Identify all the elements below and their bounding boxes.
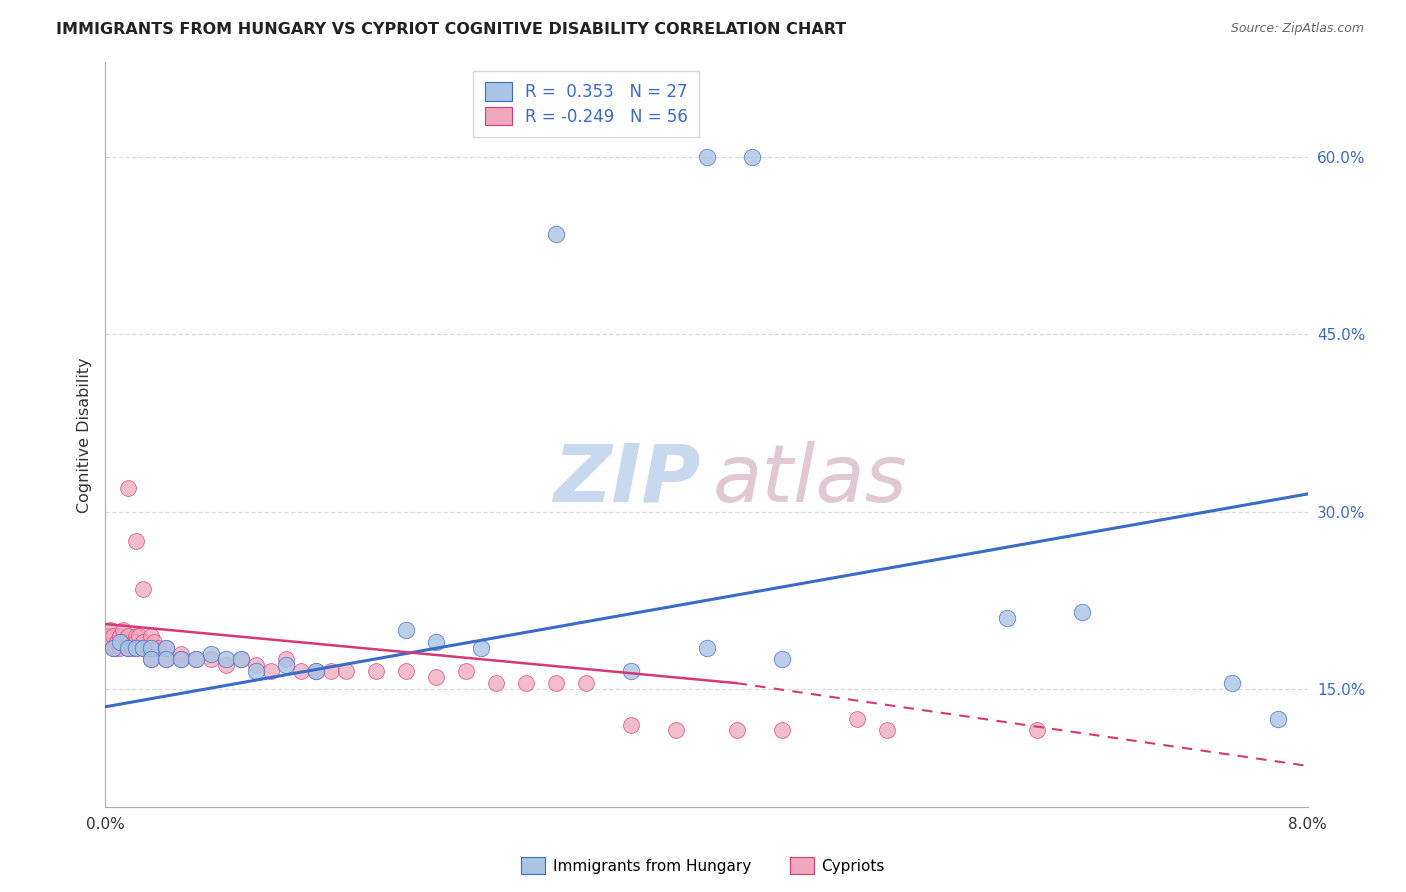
Point <box>454 665 477 679</box>
Point <box>184 652 207 666</box>
Point <box>485 676 508 690</box>
Point <box>132 634 155 648</box>
Point <box>117 629 139 643</box>
Point <box>142 634 165 648</box>
Point <box>741 150 763 164</box>
Point <box>274 658 297 673</box>
Point <box>97 629 120 643</box>
Point <box>101 640 124 655</box>
Point <box>245 665 267 679</box>
Point <box>139 629 162 643</box>
Point <box>184 652 207 666</box>
Point <box>155 652 177 666</box>
Point <box>290 665 312 679</box>
Point <box>319 665 342 679</box>
Point <box>546 227 568 241</box>
Y-axis label: Cognitive Disability: Cognitive Disability <box>76 357 91 513</box>
Point <box>335 665 357 679</box>
Point <box>1267 712 1289 726</box>
Point <box>845 712 868 726</box>
Point <box>146 640 169 655</box>
Point <box>1222 676 1244 690</box>
Point <box>515 676 537 690</box>
Point <box>117 640 139 655</box>
Point <box>124 640 146 655</box>
Point <box>665 723 688 738</box>
Point <box>169 647 191 661</box>
Point <box>155 640 177 655</box>
Point <box>725 723 748 738</box>
Point <box>1026 723 1049 738</box>
Text: atlas: atlas <box>713 441 907 518</box>
Point <box>214 652 236 666</box>
Point <box>117 481 139 495</box>
Point <box>229 652 252 666</box>
Point <box>124 640 146 655</box>
Point <box>245 658 267 673</box>
Point <box>425 634 447 648</box>
Text: IMMIGRANTS FROM HUNGARY VS CYPRIOT COGNITIVE DISABILITY CORRELATION CHART: IMMIGRANTS FROM HUNGARY VS CYPRIOT COGNI… <box>56 22 846 37</box>
Point <box>395 623 418 637</box>
Point <box>132 640 155 655</box>
Point <box>124 629 146 643</box>
Point <box>136 640 159 655</box>
Text: Source: ZipAtlas.com: Source: ZipAtlas.com <box>1230 22 1364 36</box>
Point <box>124 534 146 549</box>
Point <box>200 652 222 666</box>
Point <box>214 658 236 673</box>
Point <box>995 611 1018 625</box>
Text: ZIP: ZIP <box>553 441 700 518</box>
Point <box>770 723 793 738</box>
Point <box>112 623 135 637</box>
Point <box>98 623 121 637</box>
Point <box>620 665 643 679</box>
Point <box>110 629 132 643</box>
Point <box>155 652 177 666</box>
Point <box>1071 605 1094 619</box>
Point <box>139 652 162 666</box>
Point <box>305 665 328 679</box>
Point <box>575 676 598 690</box>
Point <box>876 723 898 738</box>
Point <box>121 640 143 655</box>
Point <box>155 640 177 655</box>
Legend: Immigrants from Hungary, Cypriots: Immigrants from Hungary, Cypriots <box>515 851 891 880</box>
Point <box>117 640 139 655</box>
Legend: R =  0.353   N = 27, R = -0.249   N = 56: R = 0.353 N = 27, R = -0.249 N = 56 <box>474 70 699 137</box>
Point <box>169 652 191 666</box>
Point <box>470 640 492 655</box>
Point <box>139 640 162 655</box>
Point <box>229 652 252 666</box>
Point <box>770 652 793 666</box>
Point <box>546 676 568 690</box>
Point <box>128 629 150 643</box>
Point <box>124 634 146 648</box>
Point <box>169 652 191 666</box>
Point <box>274 652 297 666</box>
Point <box>132 582 155 596</box>
Point <box>104 640 127 655</box>
Point <box>425 670 447 684</box>
Point <box>101 640 124 655</box>
Point <box>696 150 718 164</box>
Point <box>112 634 135 648</box>
Point <box>696 640 718 655</box>
Point <box>139 652 162 666</box>
Point <box>364 665 387 679</box>
Point <box>107 634 129 648</box>
Point <box>101 629 124 643</box>
Point <box>132 640 155 655</box>
Point <box>260 665 283 679</box>
Point <box>110 640 132 655</box>
Point <box>110 634 132 648</box>
Point <box>200 647 222 661</box>
Point <box>305 665 328 679</box>
Point <box>139 640 162 655</box>
Point <box>395 665 418 679</box>
Point <box>620 717 643 731</box>
